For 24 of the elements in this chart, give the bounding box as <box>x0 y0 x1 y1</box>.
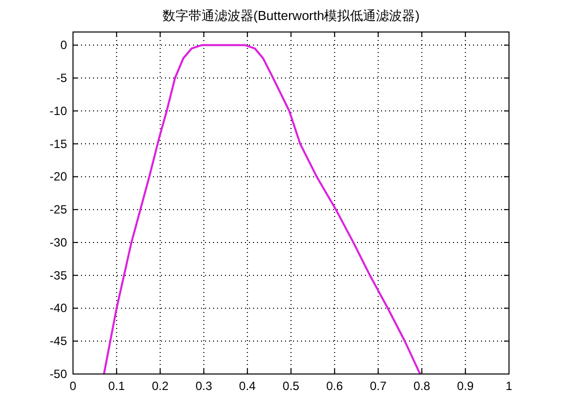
y-tick-label: -30 <box>50 235 68 250</box>
y-tick-label: -50 <box>50 367 68 381</box>
y-tick-label: 0 <box>60 38 68 52</box>
y-tick-label: -10 <box>50 104 68 118</box>
y-tick-label: -15 <box>50 136 68 151</box>
x-tick-label: 1 <box>506 379 513 393</box>
y-tick-label: -45 <box>50 334 68 348</box>
x-tick-label: 0.5 <box>282 379 300 393</box>
x-tick-label: 0.8 <box>413 379 430 393</box>
x-tick-label: 0.7 <box>370 379 387 393</box>
line-series <box>102 44 422 375</box>
y-tick-label: -5 <box>56 71 68 86</box>
y-tick-label: -20 <box>50 170 68 184</box>
x-tick-label: 0.4 <box>239 379 256 393</box>
x-tick-label: 0 <box>70 379 77 393</box>
chart-title: 数字带通滤波器(Butterworth模拟低通滤波器) <box>162 8 420 23</box>
x-tick-label: 0.2 <box>152 379 169 393</box>
x-tick-label: 0.9 <box>457 379 474 393</box>
x-tick-label: 0.6 <box>326 379 344 393</box>
y-tick-label: -40 <box>50 301 68 316</box>
y-tick-label: -35 <box>50 268 68 282</box>
x-tick-label: 0.3 <box>195 379 212 393</box>
x-tick-label: 0.1 <box>108 379 126 393</box>
y-tick-label: -25 <box>50 202 68 217</box>
